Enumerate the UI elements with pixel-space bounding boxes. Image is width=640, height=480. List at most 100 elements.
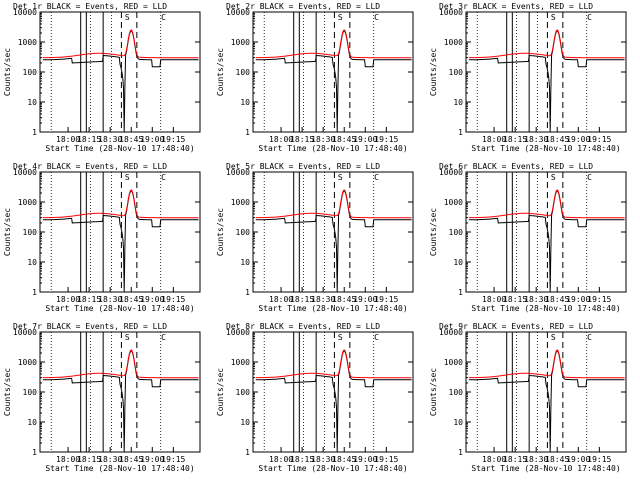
annotation-s: S bbox=[125, 333, 130, 342]
y-tick-label: 100 bbox=[449, 228, 464, 237]
series-events-line bbox=[42, 30, 199, 133]
x-tick-label: 19:15 bbox=[587, 455, 611, 464]
x-tick-label: 19:15 bbox=[374, 135, 398, 144]
y-tick-label: 1000 bbox=[444, 198, 463, 207]
y-tick-label: 100 bbox=[236, 228, 251, 237]
y-tick-label: 10000 bbox=[13, 168, 37, 177]
y-tick-label: 100 bbox=[23, 68, 38, 77]
x-tick-label: 18:00 bbox=[482, 455, 506, 464]
y-tick-label: 1000 bbox=[18, 38, 37, 47]
y-tick-label: 10 bbox=[27, 98, 37, 107]
annotation-s: S bbox=[125, 13, 130, 22]
plot-frame bbox=[252, 171, 414, 293]
y-tick-label: 100 bbox=[236, 388, 251, 397]
x-tick-label: 18:30 bbox=[524, 135, 548, 144]
panel-title: Det 6r BLACK = Events, RED = LLD bbox=[439, 162, 593, 171]
series-lld-line bbox=[255, 189, 412, 219]
x-tick-label: 18:45 bbox=[332, 135, 356, 144]
plot-frame bbox=[465, 171, 627, 293]
x-tick-label: 19:00 bbox=[353, 455, 377, 464]
x-tick-label: 18:15 bbox=[77, 455, 101, 464]
series-events-line bbox=[468, 30, 625, 133]
annotation-s: S bbox=[551, 333, 556, 342]
x-tick-label: 18:15 bbox=[503, 135, 527, 144]
x-tick-label: 18:30 bbox=[524, 455, 548, 464]
x-tick-label: 19:15 bbox=[587, 135, 611, 144]
annotation-s: S bbox=[338, 13, 343, 22]
x-axis-label: Start Time (28-Nov-10 17:48:40) bbox=[45, 144, 194, 153]
x-tick-label: 18:45 bbox=[119, 295, 143, 304]
x-tick-label: 19:15 bbox=[161, 295, 185, 304]
series-lld-line bbox=[42, 189, 199, 219]
y-axis-label: Counts/sec bbox=[3, 208, 12, 256]
x-tick-label: 18:15 bbox=[77, 135, 101, 144]
annotation-c: C bbox=[161, 173, 166, 182]
series-lld-line bbox=[42, 349, 199, 379]
y-axis-label: Counts/sec bbox=[216, 208, 225, 256]
y-tick-label: 10 bbox=[240, 98, 250, 107]
annotation-c: C bbox=[587, 333, 592, 342]
x-tick-label: 19:00 bbox=[353, 135, 377, 144]
y-axis-label: Counts/sec bbox=[216, 48, 225, 96]
series-events-line bbox=[42, 190, 199, 293]
x-tick-label: 18:30 bbox=[311, 135, 335, 144]
x-tick-label: 18:00 bbox=[56, 455, 80, 464]
plot-frame bbox=[465, 331, 627, 453]
x-tick-label: 18:00 bbox=[56, 295, 80, 304]
annotation-c: C bbox=[161, 13, 166, 22]
annotation-s: S bbox=[125, 173, 130, 182]
x-tick-label: 18:30 bbox=[98, 455, 122, 464]
x-tick-label: 19:15 bbox=[161, 455, 185, 464]
x-tick-label: 18:00 bbox=[269, 135, 293, 144]
x-tick-label: 19:15 bbox=[587, 295, 611, 304]
y-tick-label: 10 bbox=[27, 258, 37, 267]
panel-det-4: Det 4r BLACK = Events, RED = LLD 1 10 100 10… bbox=[3, 162, 201, 313]
annotation-s: S bbox=[551, 13, 556, 22]
y-tick-label: 10 bbox=[240, 258, 250, 267]
x-tick-label: 18:15 bbox=[503, 295, 527, 304]
y-tick-label: 10 bbox=[27, 418, 37, 427]
x-axis-label: Start Time (28-Nov-10 17:48:40) bbox=[258, 304, 407, 313]
series-lld-line bbox=[468, 349, 625, 379]
panel-det-8: Det 8r BLACK = Events, RED = LLD 1 10 100 10… bbox=[216, 322, 414, 473]
panel-det-5: Det 5r BLACK = Events, RED = LLD 1 10 100 10… bbox=[216, 162, 414, 313]
x-tick-label: 18:45 bbox=[119, 455, 143, 464]
y-axis-label: Counts/sec bbox=[3, 368, 12, 416]
y-tick-label: 100 bbox=[23, 388, 38, 397]
x-axis-label: Start Time (28-Nov-10 17:48:40) bbox=[258, 144, 407, 153]
series-events-line bbox=[468, 190, 625, 293]
annotation-c: C bbox=[161, 333, 166, 342]
y-axis-label: Counts/sec bbox=[429, 208, 438, 256]
y-tick-label: 1 bbox=[245, 448, 250, 457]
panel-title: Det 1r BLACK = Events, RED = LLD bbox=[13, 2, 167, 11]
x-axis-label: Start Time (28-Nov-10 17:48:40) bbox=[471, 464, 620, 473]
x-tick-label: 18:00 bbox=[482, 135, 506, 144]
x-tick-label: 19:00 bbox=[140, 295, 164, 304]
plot-frame bbox=[252, 11, 414, 133]
plot-frame bbox=[252, 331, 414, 453]
x-tick-label: 18:30 bbox=[98, 295, 122, 304]
y-tick-label: 1000 bbox=[231, 358, 250, 367]
panel-title: Det 5r BLACK = Events, RED = LLD bbox=[226, 162, 380, 171]
panel-det-6: Det 6r BLACK = Events, RED = LLD 1 10 100 10… bbox=[429, 162, 627, 313]
series-events-line bbox=[42, 350, 199, 453]
y-tick-label: 1000 bbox=[18, 358, 37, 367]
annotation-c: C bbox=[587, 13, 592, 22]
panel-title: Det 3r BLACK = Events, RED = LLD bbox=[439, 2, 593, 11]
y-tick-label: 1 bbox=[458, 448, 463, 457]
panel-title: Det 2r BLACK = Events, RED = LLD bbox=[226, 2, 380, 11]
x-tick-label: 18:15 bbox=[77, 295, 101, 304]
plot-frame bbox=[39, 331, 201, 453]
x-tick-label: 19:00 bbox=[353, 295, 377, 304]
x-tick-label: 18:15 bbox=[290, 455, 314, 464]
series-lld-line bbox=[42, 29, 199, 59]
series-lld-line bbox=[255, 29, 412, 59]
panel-det-1: Det 1r BLACK = Events, RED = LLD 1 10 100 10… bbox=[3, 2, 201, 153]
x-tick-label: 19:00 bbox=[566, 135, 590, 144]
x-tick-label: 18:30 bbox=[311, 455, 335, 464]
x-tick-label: 19:00 bbox=[140, 455, 164, 464]
series-lld-line bbox=[468, 29, 625, 59]
y-tick-label: 10 bbox=[453, 418, 463, 427]
x-axis-label: Start Time (28-Nov-10 17:48:40) bbox=[471, 144, 620, 153]
y-tick-label: 10000 bbox=[439, 328, 463, 337]
